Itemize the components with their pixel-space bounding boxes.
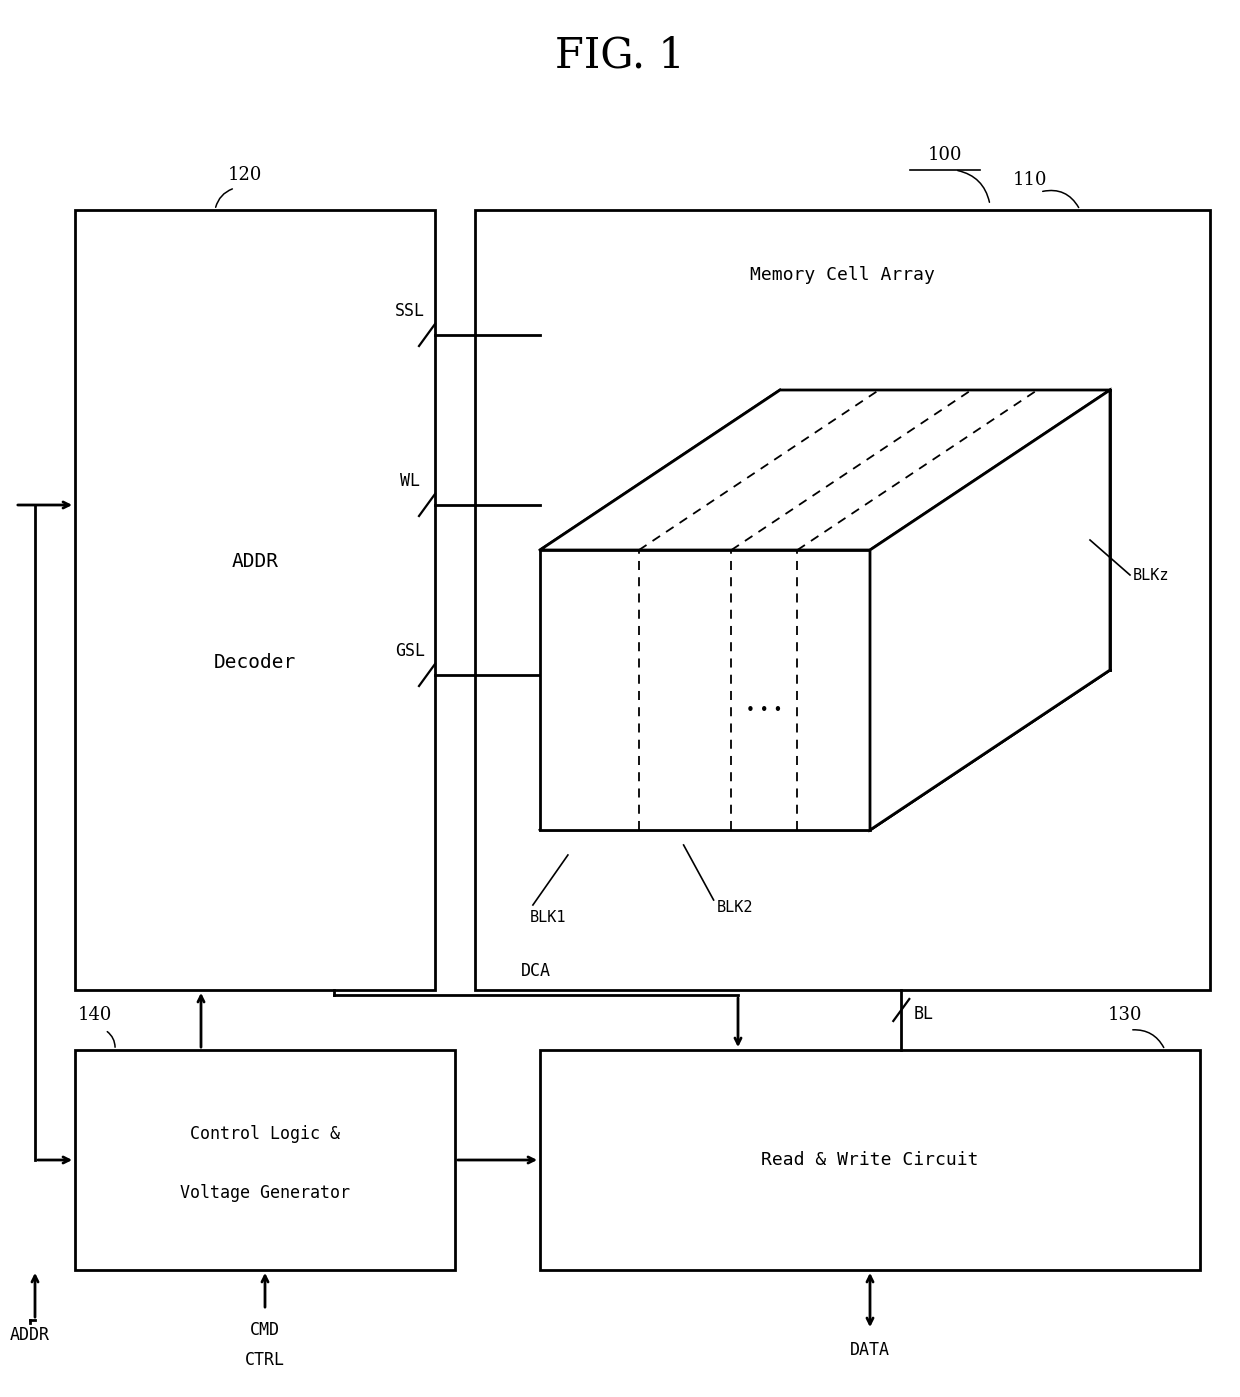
Text: 120: 120: [228, 166, 262, 184]
Text: • • •: • • •: [746, 703, 782, 718]
Text: CMD: CMD: [250, 1322, 280, 1338]
Text: BLK2: BLK2: [717, 900, 753, 915]
Text: BLK1: BLK1: [529, 909, 567, 925]
Text: DATA: DATA: [849, 1341, 890, 1359]
Text: 100: 100: [928, 147, 962, 163]
Text: ADDR: ADDR: [232, 552, 279, 570]
Text: 140: 140: [78, 1006, 112, 1024]
Text: 110: 110: [1013, 170, 1048, 189]
Text: SSL: SSL: [396, 302, 425, 320]
Text: FIG. 1: FIG. 1: [556, 34, 684, 75]
Polygon shape: [539, 390, 1110, 550]
Text: BLKz: BLKz: [1133, 567, 1169, 583]
Text: ADDR: ADDR: [10, 1326, 50, 1344]
Polygon shape: [870, 390, 1110, 830]
Text: GSL: GSL: [396, 643, 425, 659]
Text: 130: 130: [1107, 1006, 1142, 1024]
Text: Read & Write Circuit: Read & Write Circuit: [761, 1151, 978, 1169]
Text: WL: WL: [401, 472, 420, 490]
Text: Control Logic &: Control Logic &: [190, 1125, 340, 1143]
Polygon shape: [539, 550, 870, 830]
Bar: [74, 210, 435, 990]
Text: CTRL: CTRL: [246, 1351, 285, 1369]
Bar: [74, 1051, 455, 1270]
Text: Memory Cell Array: Memory Cell Array: [750, 265, 935, 284]
Text: Decoder: Decoder: [213, 652, 296, 672]
Text: Voltage Generator: Voltage Generator: [180, 1185, 350, 1201]
Bar: [539, 1051, 1200, 1270]
Bar: [475, 210, 1210, 990]
Polygon shape: [539, 671, 1110, 830]
Text: DCA: DCA: [521, 963, 551, 981]
Text: BL: BL: [914, 1004, 934, 1023]
